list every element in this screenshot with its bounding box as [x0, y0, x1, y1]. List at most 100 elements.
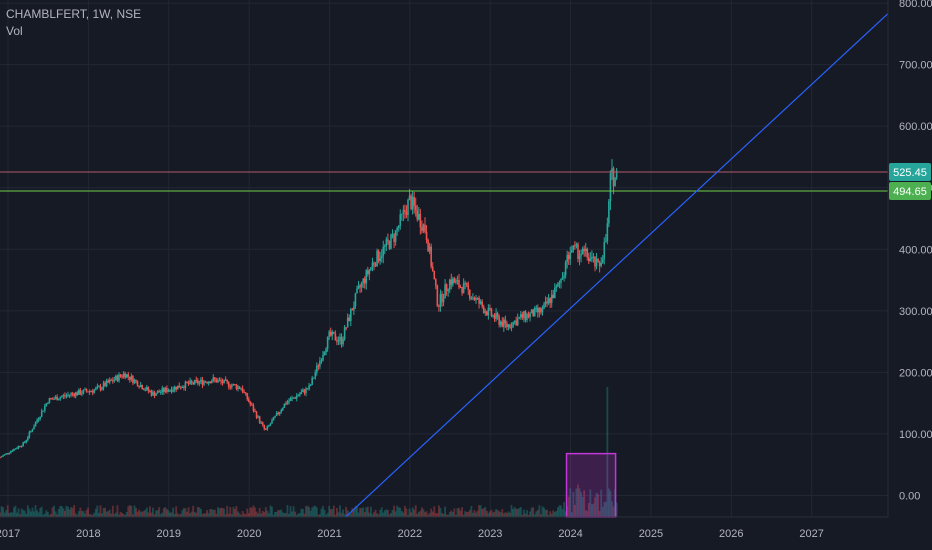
- candle-body: [535, 307, 538, 309]
- volume-bar: [603, 502, 606, 517]
- candle-body: [615, 170, 618, 179]
- candle-body: [550, 294, 553, 303]
- candle-body: [390, 234, 392, 249]
- volume-bar: [132, 514, 134, 517]
- volume-bar: [257, 513, 259, 517]
- volume-bar: [594, 497, 596, 517]
- candle-body: [540, 308, 542, 313]
- volume-bar: [249, 507, 252, 517]
- volume-bar: [490, 509, 493, 517]
- volume-bar: [43, 513, 46, 517]
- volume-bar: [84, 513, 86, 517]
- candle-body: [223, 379, 225, 384]
- volume-bar: [322, 505, 324, 517]
- candle-body: [244, 392, 247, 394]
- candle-body: [231, 385, 233, 388]
- candle-body: [118, 374, 120, 381]
- volume-highlight-box[interactable]: [565, 452, 617, 518]
- candle-body: [288, 400, 290, 402]
- volume-bar: [263, 512, 266, 517]
- volume-bar: [283, 512, 286, 517]
- candle-body: [564, 262, 567, 276]
- candle-body: [356, 288, 358, 294]
- candle-body: [453, 278, 456, 283]
- candle-body: [268, 425, 270, 427]
- volume-bar: [314, 505, 317, 517]
- volume-bar: [397, 507, 400, 517]
- symbol-title[interactable]: CHAMBLFERT, 1W, NSE: [6, 7, 142, 21]
- candle-body: [455, 280, 457, 283]
- volume-bar: [8, 513, 11, 517]
- volume-bar: [572, 491, 575, 517]
- volume-bar: [416, 513, 419, 517]
- candle-body: [554, 287, 556, 299]
- candle-body: [526, 314, 528, 320]
- volume-bar: [0, 512, 1, 517]
- volume-bar: [187, 507, 190, 517]
- candle-body: [237, 386, 239, 389]
- candle-body: [200, 379, 202, 382]
- x-tick-label: 2020: [237, 528, 261, 540]
- candle-body: [299, 394, 301, 396]
- volume-bar: [203, 513, 205, 517]
- candle-body: [481, 301, 483, 307]
- volume-indicator-label[interactable]: Vol: [6, 24, 23, 38]
- volume-bar: [583, 490, 586, 517]
- candle-body: [158, 391, 160, 393]
- candle-body: [286, 401, 289, 405]
- volume-bar: [496, 510, 499, 517]
- volume-bar: [45, 510, 48, 517]
- candle-body: [6, 453, 9, 455]
- volume-bar: [553, 511, 556, 517]
- candle-body: [543, 304, 545, 309]
- volume-bar: [468, 509, 471, 517]
- volume-bar: [189, 513, 191, 517]
- candle-body: [27, 437, 29, 441]
- candle-body: [98, 386, 100, 388]
- volume-bar: [371, 514, 374, 517]
- candle-body: [79, 389, 82, 395]
- candle-body: [425, 231, 428, 241]
- volume-bar: [274, 512, 276, 517]
- volume-bar: [122, 514, 125, 517]
- volume-bar: [567, 496, 570, 517]
- candle-body: [68, 394, 71, 396]
- volume-bar: [453, 508, 456, 517]
- candle-body: [214, 377, 216, 380]
- candle-body: [387, 239, 389, 242]
- volume-bar: [346, 510, 349, 517]
- x-tick-label: 2024: [558, 528, 582, 540]
- volume-bar: [479, 505, 482, 517]
- volume-bar: [87, 507, 89, 517]
- candle-body: [427, 240, 429, 252]
- candle-body: [184, 381, 187, 389]
- volume-bar: [569, 488, 572, 517]
- candle-body: [507, 324, 510, 328]
- volume-bar: [11, 512, 14, 517]
- trendline[interactable]: [345, 13, 889, 518]
- candle-body: [360, 283, 363, 288]
- candle-body: [102, 382, 105, 388]
- volume-bar: [53, 505, 55, 517]
- volume-bar: [94, 508, 97, 517]
- last_price-badge-label: 525.45: [893, 167, 927, 179]
- candle-body: [558, 282, 561, 284]
- candle-body: [132, 376, 134, 383]
- volume-bar: [85, 509, 88, 517]
- candle-body: [99, 386, 102, 390]
- candle-body: [138, 386, 140, 388]
- volume-bar: [589, 489, 592, 517]
- candle-body: [418, 213, 420, 220]
- candle-body: [309, 384, 312, 386]
- candle-body: [48, 398, 51, 404]
- candle-body: [527, 314, 530, 318]
- candle-body: [153, 392, 156, 396]
- volume-bar: [561, 508, 564, 517]
- volume-bar: [9, 512, 12, 517]
- candle-body: [282, 407, 284, 411]
- volume-bar: [266, 510, 269, 517]
- candle-body: [261, 422, 264, 425]
- volume-bar: [169, 512, 171, 517]
